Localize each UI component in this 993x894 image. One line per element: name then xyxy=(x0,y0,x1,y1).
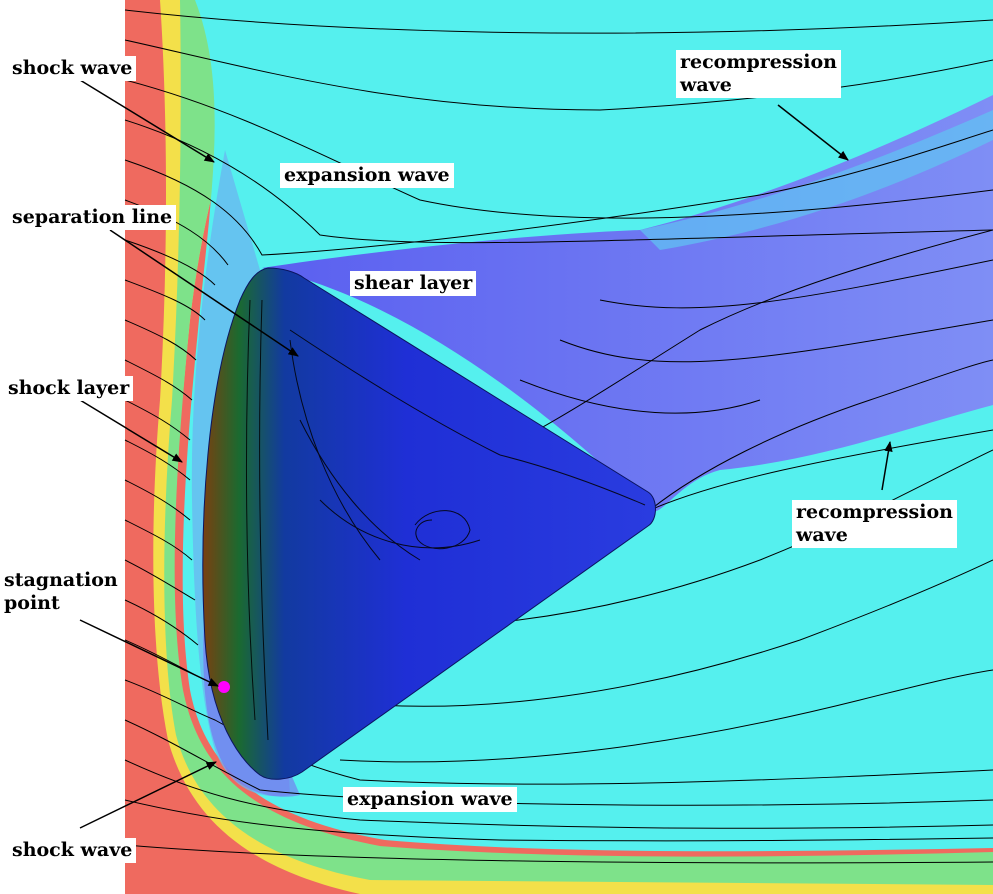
label-stagnation-point-line1: stagnation xyxy=(4,569,118,591)
arrow-shock-layer xyxy=(79,399,183,463)
shock-band-green xyxy=(164,0,993,885)
label-shear-layer: shear layer xyxy=(350,271,477,296)
label-recompression-top-line1: recompression xyxy=(680,51,837,73)
leader-arrows xyxy=(79,79,893,829)
arrow-recompression-right xyxy=(881,440,893,491)
arrow-shock-wave-bottom xyxy=(79,761,217,829)
capsule-body xyxy=(202,267,656,780)
arrow-shock-wave-top xyxy=(79,79,215,163)
arrow-stagnation-point xyxy=(79,619,219,687)
label-shock-wave-top: shock wave xyxy=(8,56,137,81)
label-recompression-wave-right: recompression wave xyxy=(792,500,957,548)
label-expansion-wave-top: expansion wave xyxy=(280,163,454,188)
label-recompression-right-line1: recompression xyxy=(796,501,953,523)
label-expansion-wave-bottom: expansion wave xyxy=(343,787,517,812)
label-recompression-wave-top: recompression wave xyxy=(676,50,841,98)
streamlines xyxy=(124,9,993,864)
surface-streamlines xyxy=(245,299,646,741)
arrow-recompression-top xyxy=(777,104,849,161)
label-separation-line: separation line xyxy=(8,205,177,230)
label-stagnation-point: stagnation point xyxy=(0,568,122,616)
arrow-separation-line xyxy=(109,229,299,357)
label-stagnation-point-line2: point xyxy=(4,592,60,614)
label-recompression-right-line2: wave xyxy=(796,524,848,546)
label-shock-layer: shock layer xyxy=(4,376,134,401)
stagnation-point-marker xyxy=(218,681,230,693)
label-recompression-top-line2: wave xyxy=(680,74,732,96)
label-shock-wave-bottom: shock wave xyxy=(8,838,137,863)
